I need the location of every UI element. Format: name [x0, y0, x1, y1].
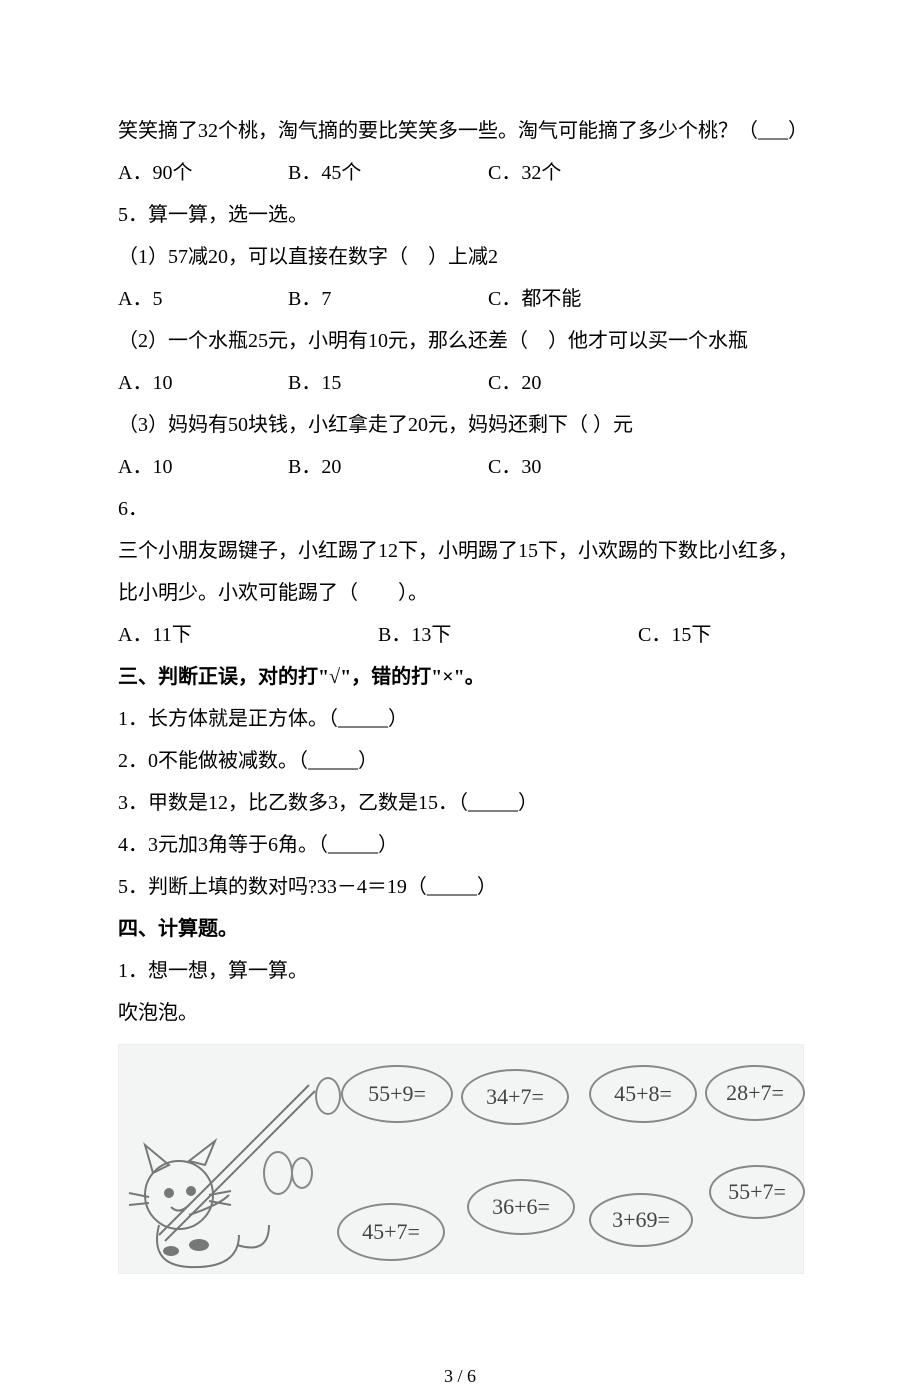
bubble-r2-2: 36+6= — [467, 1179, 575, 1235]
bubble-figure: 55+9= 34+7= 45+8= 28+7= 45+7= 36+6= 3+69… — [118, 1044, 804, 1274]
q5-1-options: A．5 B．7 C．都不能 — [118, 278, 802, 320]
sec4-subtitle: 吹泡泡。 — [118, 992, 802, 1034]
sec4-item1: 1．想一想，算一算。 — [118, 950, 802, 992]
q5-3-opt-c[interactable]: C．30 — [488, 446, 541, 488]
sec3-item2: 2．0不能做被减数。（_____） — [118, 740, 802, 782]
bubble-r2-4: 55+7= — [709, 1165, 805, 1219]
section3-title: 三、判断正误，对的打"√"，错的打"×"。 — [118, 656, 802, 698]
q5-title: 5．算一算，选一选。 — [118, 194, 802, 236]
q5-2-options: A．10 B．15 C．20 — [118, 362, 802, 404]
small-bubble-2 — [263, 1151, 293, 1195]
q6-opt-a[interactable]: A．11下 — [118, 614, 378, 656]
q4-opt-a[interactable]: A．90个 — [118, 152, 288, 194]
bubble-r2-3: 3+69= — [589, 1193, 693, 1247]
q5-3-options: A．10 B．20 C．30 — [118, 446, 802, 488]
sec3-item1: 1．长方体就是正方体。（_____） — [118, 698, 802, 740]
q6-opt-b[interactable]: B．13下 — [378, 614, 638, 656]
bubble-r1-3: 45+8= — [589, 1065, 697, 1123]
q5-2-opt-c[interactable]: C．20 — [488, 362, 541, 404]
q4-options: A．90个 B．45个 C．32个 — [118, 152, 802, 194]
q4-opt-c[interactable]: C．32个 — [488, 152, 561, 194]
section4-title: 四、计算题。 — [118, 908, 802, 950]
q6-stem-line2: 比小明少。小欢可能踢了（ ）。 — [118, 572, 802, 614]
q4-stem: 笑笑摘了32个桃，淘气摘的要比笑笑多一些。淘气可能摘了多少个桃？（___） — [118, 110, 802, 152]
q6-opt-c[interactable]: C．15下 — [638, 614, 711, 656]
sec3-item5: 5．判断上填的数对吗?33－4＝19（_____） — [118, 866, 802, 908]
q5-1-opt-c[interactable]: C．都不能 — [488, 278, 581, 320]
bubble-r1-1: 55+9= — [341, 1065, 453, 1123]
bubble-r2-1: 45+7= — [337, 1203, 445, 1261]
q5-2-opt-a[interactable]: A．10 — [118, 362, 288, 404]
q5-1-opt-a[interactable]: A．5 — [118, 278, 288, 320]
q5-3-opt-a[interactable]: A．10 — [118, 446, 288, 488]
bubble-r1-2: 34+7= — [461, 1069, 569, 1125]
q5-1-stem: （1）57减20，可以直接在数字（ ）上减2 — [118, 236, 802, 278]
q5-1-opt-b[interactable]: B．7 — [288, 278, 488, 320]
bubble-r1-4: 28+7= — [705, 1065, 805, 1121]
q6-options: A．11下 B．13下 C．15下 — [118, 614, 802, 656]
q5-3-opt-b[interactable]: B．20 — [288, 446, 488, 488]
q6-stem-line1: 三个小朋友踢键子，小红踢了12下，小明踢了15下，小欢踢的下数比小红多， — [118, 530, 802, 572]
sec3-item3: 3．甲数是12，比乙数多3，乙数是15．（_____） — [118, 782, 802, 824]
page-footer: 3 / 6 — [118, 1358, 802, 1396]
q5-2-stem: （2）一个水瓶25元，小明有10元，那么还差（ ）他才可以买一个水瓶 — [118, 320, 802, 362]
q5-2-opt-b[interactable]: B．15 — [288, 362, 488, 404]
small-bubble-1 — [315, 1077, 341, 1115]
small-bubble-3 — [291, 1157, 313, 1189]
sec3-item4: 4．3元加3角等于6角。（_____） — [118, 824, 802, 866]
q6-number: 6． — [118, 488, 802, 530]
q4-opt-b[interactable]: B．45个 — [288, 152, 488, 194]
q5-3-stem: （3）妈妈有50块钱，小红拿走了20元，妈妈还剩下（ ）元 — [118, 404, 802, 446]
